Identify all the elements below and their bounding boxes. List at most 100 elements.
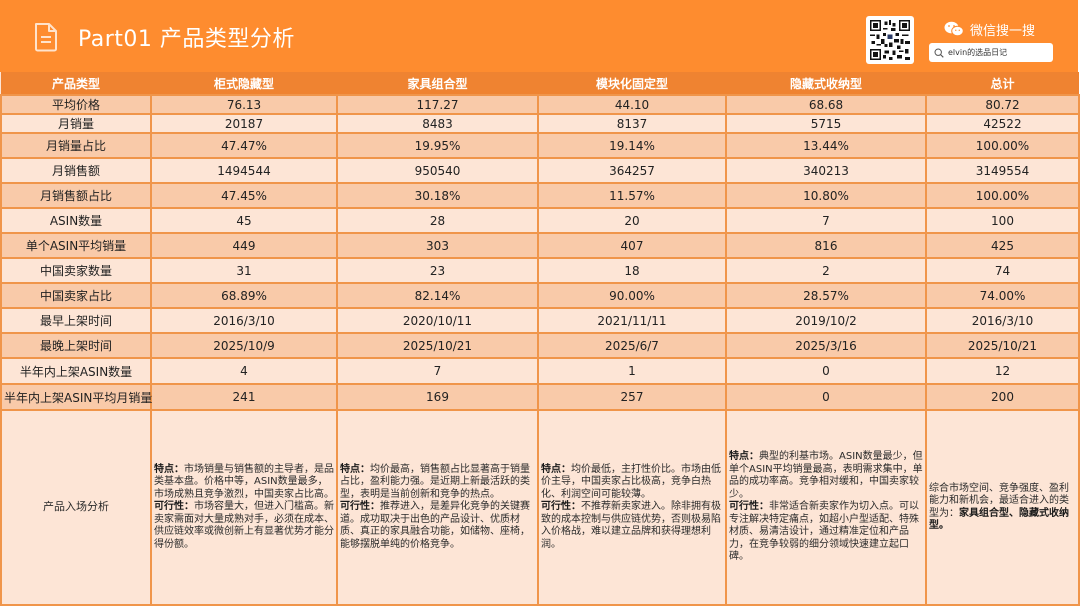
table-cell: 8137 bbox=[537, 113, 727, 134]
row-label: 中国卖家数量 bbox=[0, 257, 152, 284]
column-header: 柜式隐藏型 bbox=[151, 72, 337, 95]
table-cell: 117.27 bbox=[336, 94, 539, 115]
table-cell: 2025/6/7 bbox=[537, 332, 727, 359]
table-cell: 449 bbox=[150, 232, 338, 259]
table-cell: 10.80% bbox=[725, 182, 927, 209]
row-label: ASIN数量 bbox=[0, 207, 152, 234]
column-header: 总计 bbox=[926, 72, 1079, 95]
feature-text: 均价最高，销售额占比显著高于销量占比，盈利能力强。是近期上新最活跃的类型，表明是… bbox=[340, 463, 530, 500]
feasibility-key: 可行性： bbox=[154, 501, 194, 513]
page-title: Part01 产品类型分析 bbox=[78, 27, 295, 52]
table-cell: 42522 bbox=[925, 113, 1080, 134]
table-row: ASIN数量 45 28 20 7 100 bbox=[0, 207, 1080, 234]
product-type-table: 产品类型 柜式隐藏型 家具组合型 模块化固定型 隐藏式收纳型 总计 平均价格 7… bbox=[0, 72, 1080, 606]
table-cell: 2021/11/11 bbox=[537, 307, 727, 334]
table-row: 最早上架时间 2016/3/10 2020/10/11 2021/11/11 2… bbox=[0, 307, 1080, 334]
table-header-row: 产品类型 柜式隐藏型 家具组合型 模块化固定型 隐藏式收纳型 总计 bbox=[1, 72, 1079, 95]
feature-text: 均价最低，主打性价比。市场由低价主导，中国卖家占比极高，竞争白热化、利润空间可能… bbox=[541, 463, 721, 500]
table-cell: 364257 bbox=[537, 157, 727, 184]
table-cell: 257 bbox=[537, 383, 727, 411]
feasibility-text: 市场容量大，但进入门槛高。新卖家需面对大量成熟对手，必须在成本、供应链效率或微创… bbox=[154, 501, 334, 550]
table-cell: 19.14% bbox=[537, 132, 727, 159]
table-cell: 7 bbox=[336, 357, 539, 385]
table-cell: 2 bbox=[725, 257, 927, 284]
table-row: 半年内上架ASIN数量 4 7 1 0 12 bbox=[0, 357, 1080, 385]
column-header: 模块化固定型 bbox=[538, 72, 726, 95]
table-cell: 44.10 bbox=[537, 94, 727, 115]
table-cell: 68.68 bbox=[725, 94, 927, 115]
summary-text: 综合市场空间、竞争强度、盈利能力和新机会，最适合进入的类型为： bbox=[929, 482, 1069, 519]
row-label: 月销量占比 bbox=[0, 132, 152, 159]
row-label: 月销售额 bbox=[0, 157, 152, 184]
table-cell: 76.13 bbox=[150, 94, 338, 115]
table-cell: 13.44% bbox=[725, 132, 927, 159]
table-cell: 12 bbox=[925, 357, 1080, 385]
column-header: 隐藏式收纳型 bbox=[726, 72, 926, 95]
table-cell: 80.72 bbox=[925, 94, 1080, 115]
wechat-search-label: 微信搜一搜 bbox=[944, 19, 1035, 39]
table-row: 平均价格 76.13 117.27 44.10 68.68 80.72 bbox=[0, 94, 1080, 115]
analysis-cell: 特点：市场销量与销售额的主导者，是品类基本盘。价格中等，ASIN数量最多，市场成… bbox=[150, 409, 338, 606]
analysis-row: 产品入场分析 特点：市场销量与销售额的主导者，是品类基本盘。价格中等，ASIN数… bbox=[0, 409, 1080, 606]
column-header: 家具组合型 bbox=[337, 72, 538, 95]
feature-key: 特点： bbox=[729, 451, 759, 463]
table-cell: 425 bbox=[925, 232, 1080, 259]
table-cell: 2016/3/10 bbox=[925, 307, 1080, 334]
table-cell: 20187 bbox=[150, 113, 338, 134]
table-row: 单个ASIN平均销量 449 303 407 816 425 bbox=[0, 232, 1080, 259]
row-label: 月销量 bbox=[0, 113, 152, 134]
table-cell: 47.45% bbox=[150, 182, 338, 209]
table-cell: 23 bbox=[336, 257, 539, 284]
row-label: 月销售额占比 bbox=[0, 182, 152, 209]
table-row: 月销量 20187 8483 8137 5715 42522 bbox=[0, 113, 1080, 134]
table-row: 月销售额 1494544 950540 364257 340213 314955… bbox=[0, 157, 1080, 184]
table-cell: 2020/10/11 bbox=[336, 307, 539, 334]
table-cell: 407 bbox=[537, 232, 727, 259]
table-cell: 74 bbox=[925, 257, 1080, 284]
table-row: 月销量占比 47.47% 19.95% 19.14% 13.44% 100.00… bbox=[0, 132, 1080, 159]
column-header: 产品类型 bbox=[1, 72, 151, 95]
row-label: 半年内上架ASIN数量 bbox=[0, 357, 152, 385]
qr-code bbox=[866, 16, 914, 64]
table-cell: 200 bbox=[925, 383, 1080, 411]
table-cell: 241 bbox=[150, 383, 338, 411]
table-cell: 100 bbox=[925, 207, 1080, 234]
table-cell: 100.00% bbox=[925, 132, 1080, 159]
table-cell: 28.57% bbox=[725, 282, 927, 309]
wechat-icon bbox=[944, 21, 964, 37]
table-cell: 18 bbox=[537, 257, 727, 284]
row-label: 半年内上架ASIN平均月销量 bbox=[0, 383, 152, 411]
table-row: 最晚上架时间 2025/10/9 2025/10/21 2025/6/7 202… bbox=[0, 332, 1080, 359]
table-cell: 11.57% bbox=[537, 182, 727, 209]
table-cell: 31 bbox=[150, 257, 338, 284]
table-row: 月销售额占比 47.45% 30.18% 11.57% 10.80% 100.0… bbox=[0, 182, 1080, 209]
search-text: elvin的选品日记 bbox=[948, 48, 1008, 57]
table-cell: 30.18% bbox=[336, 182, 539, 209]
feasibility-key: 可行性： bbox=[340, 501, 380, 513]
row-label: 最晚上架时间 bbox=[0, 332, 152, 359]
table-cell: 2025/10/9 bbox=[150, 332, 338, 359]
table-cell: 0 bbox=[725, 383, 927, 411]
search-box[interactable]: elvin的选品日记 bbox=[929, 43, 1053, 62]
row-label: 单个ASIN平均销量 bbox=[0, 232, 152, 259]
table-cell: 45 bbox=[150, 207, 338, 234]
row-label: 中国卖家占比 bbox=[0, 282, 152, 309]
row-label: 平均价格 bbox=[0, 94, 152, 115]
feasibility-text: 非常适合新卖家作为切入点。可以专注解决特定痛点，如超小户型适配、特殊材质、易清洁… bbox=[729, 501, 919, 563]
feature-text: 典型的利基市场。ASIN数量最少，但单个ASIN平均销量最高，表明需求集中，单品… bbox=[729, 451, 923, 500]
table-cell: 68.89% bbox=[150, 282, 338, 309]
row-label: 最早上架时间 bbox=[0, 307, 152, 334]
analysis-cell: 特点：均价最高，销售额占比显著高于销量占比，盈利能力强。是近期上新最活跃的类型，… bbox=[336, 409, 539, 606]
table-cell: 1 bbox=[537, 357, 727, 385]
table-cell: 950540 bbox=[336, 157, 539, 184]
feature-text: 市场销量与销售额的主导者，是品类基本盘。价格中等，ASIN数量最多，市场成熟且竞… bbox=[154, 463, 334, 500]
feasibility-key: 可行性： bbox=[541, 501, 581, 513]
analysis-cell: 特点：均价最低，主打性价比。市场由低价主导，中国卖家占比极高，竞争白热化、利润空… bbox=[537, 409, 727, 606]
search-icon bbox=[934, 47, 944, 58]
table-cell: 1494544 bbox=[150, 157, 338, 184]
table-cell: 7 bbox=[725, 207, 927, 234]
table-cell: 47.47% bbox=[150, 132, 338, 159]
feasibility-key: 可行性： bbox=[729, 501, 769, 513]
table-row: 半年内上架ASIN平均月销量 241 169 257 0 200 bbox=[0, 383, 1080, 411]
